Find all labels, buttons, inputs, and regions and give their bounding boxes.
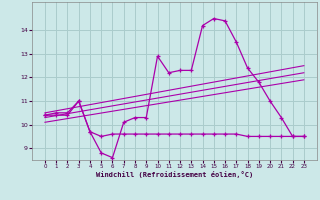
- X-axis label: Windchill (Refroidissement éolien,°C): Windchill (Refroidissement éolien,°C): [96, 171, 253, 178]
